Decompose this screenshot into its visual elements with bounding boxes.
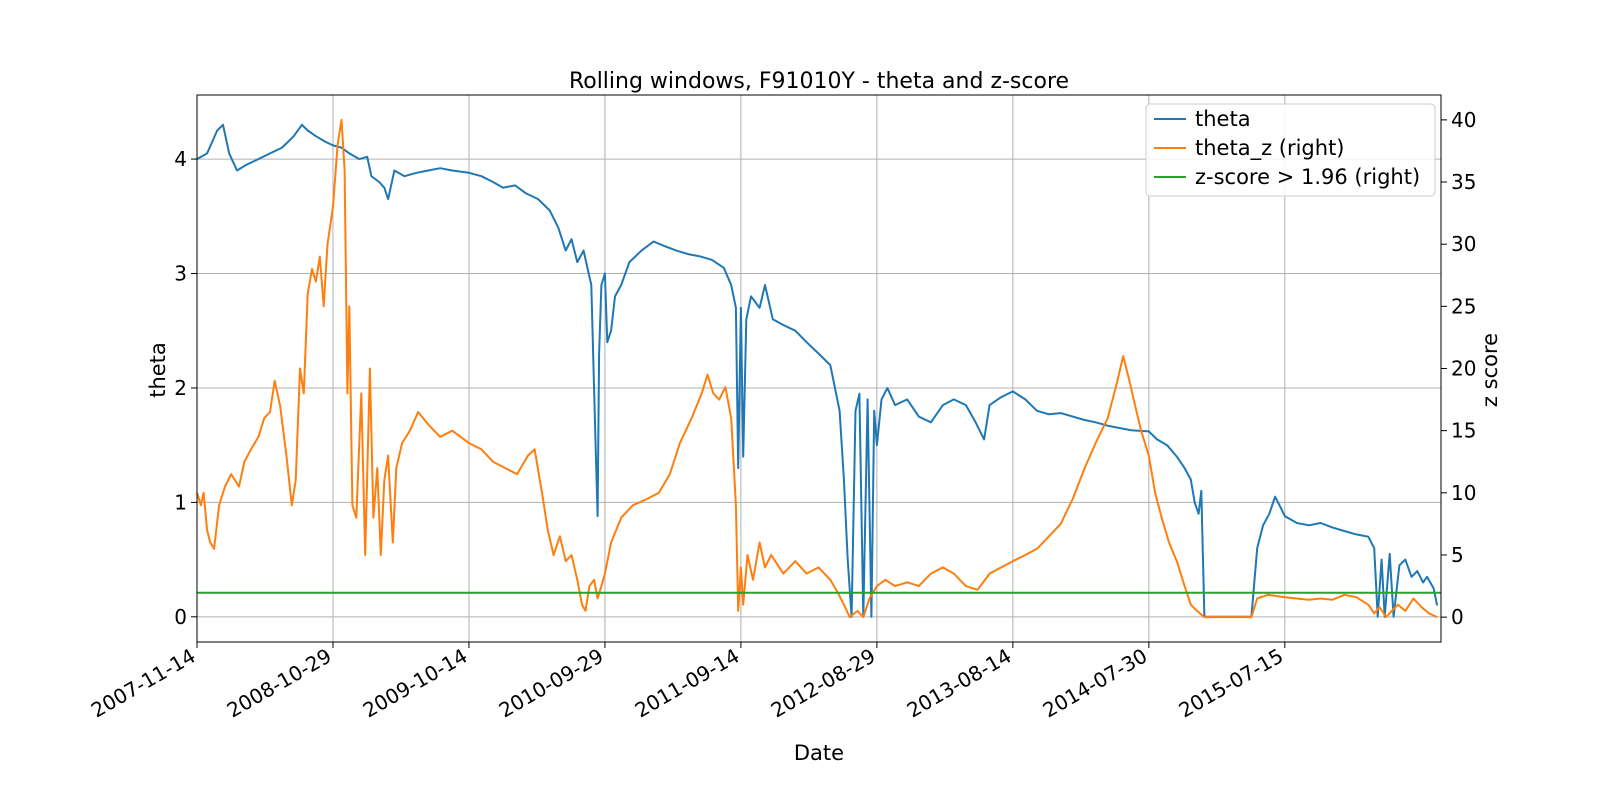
series-layer bbox=[196, 118, 1441, 619]
series-line-theta bbox=[196, 123, 1439, 618]
y2-tick-label: 25 bbox=[1451, 294, 1476, 318]
x-tick-label: 2008-10-29 bbox=[223, 644, 336, 723]
x-tick-label: 2011-09-14 bbox=[631, 644, 744, 723]
chart-title: Rolling windows, F91010Y - theta and z-s… bbox=[569, 69, 1069, 94]
x-tick-label: 2015-07-15 bbox=[1175, 644, 1288, 723]
x-tick-label: 2007-11-14 bbox=[87, 644, 200, 723]
y-tick-label: 3 bbox=[174, 262, 187, 286]
y2-tick-label: 35 bbox=[1451, 170, 1476, 194]
y-tick-label: 2 bbox=[174, 376, 187, 400]
x-tick-label: 2013-08-14 bbox=[903, 644, 1016, 723]
y2-tick-label: 30 bbox=[1451, 232, 1476, 256]
y2-tick-label: 40 bbox=[1451, 108, 1476, 132]
x-tick-label: 2012-08-29 bbox=[767, 644, 880, 723]
y-tick-label: 0 bbox=[174, 605, 187, 629]
x-tick-label: 2009-10-14 bbox=[359, 644, 472, 723]
y-tick-label: 4 bbox=[174, 147, 187, 171]
x-axis-label: Date bbox=[794, 741, 844, 765]
legend-label: theta_z (right) bbox=[1195, 136, 1345, 161]
legend-label: theta bbox=[1195, 107, 1251, 131]
series-line-theta-z-right- bbox=[196, 118, 1438, 619]
y-tick-label: 1 bbox=[174, 490, 187, 514]
y2-tick-label: 10 bbox=[1451, 481, 1476, 505]
legend-box bbox=[1145, 103, 1436, 197]
y2-tick-label: 20 bbox=[1451, 357, 1476, 381]
legend-label: z-score > 1.96 (right) bbox=[1195, 165, 1420, 189]
x-tick-label: 2014-07-30 bbox=[1039, 644, 1152, 723]
y2-axis-label: z score bbox=[1478, 333, 1502, 407]
y2-tick-label: 0 bbox=[1451, 605, 1464, 629]
y-axis-label: theta bbox=[146, 342, 170, 398]
ticks-layer: 2007-11-14 2008-10-29 2009-10-14 2010-09-29… bbox=[87, 108, 1477, 723]
x-tick-label: 2010-09-29 bbox=[495, 644, 608, 723]
y2-tick-label: 5 bbox=[1451, 543, 1464, 567]
legend: theta theta_z (right) z-score > 1.96 (righ… bbox=[1145, 103, 1436, 197]
y2-tick-label: 15 bbox=[1451, 419, 1476, 443]
